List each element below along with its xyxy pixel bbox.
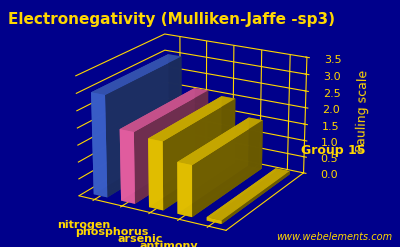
Text: www.webelements.com: www.webelements.com [276,232,392,242]
Text: Electronegativity (Mulliken-Jaffe -sp3): Electronegativity (Mulliken-Jaffe -sp3) [8,12,335,27]
